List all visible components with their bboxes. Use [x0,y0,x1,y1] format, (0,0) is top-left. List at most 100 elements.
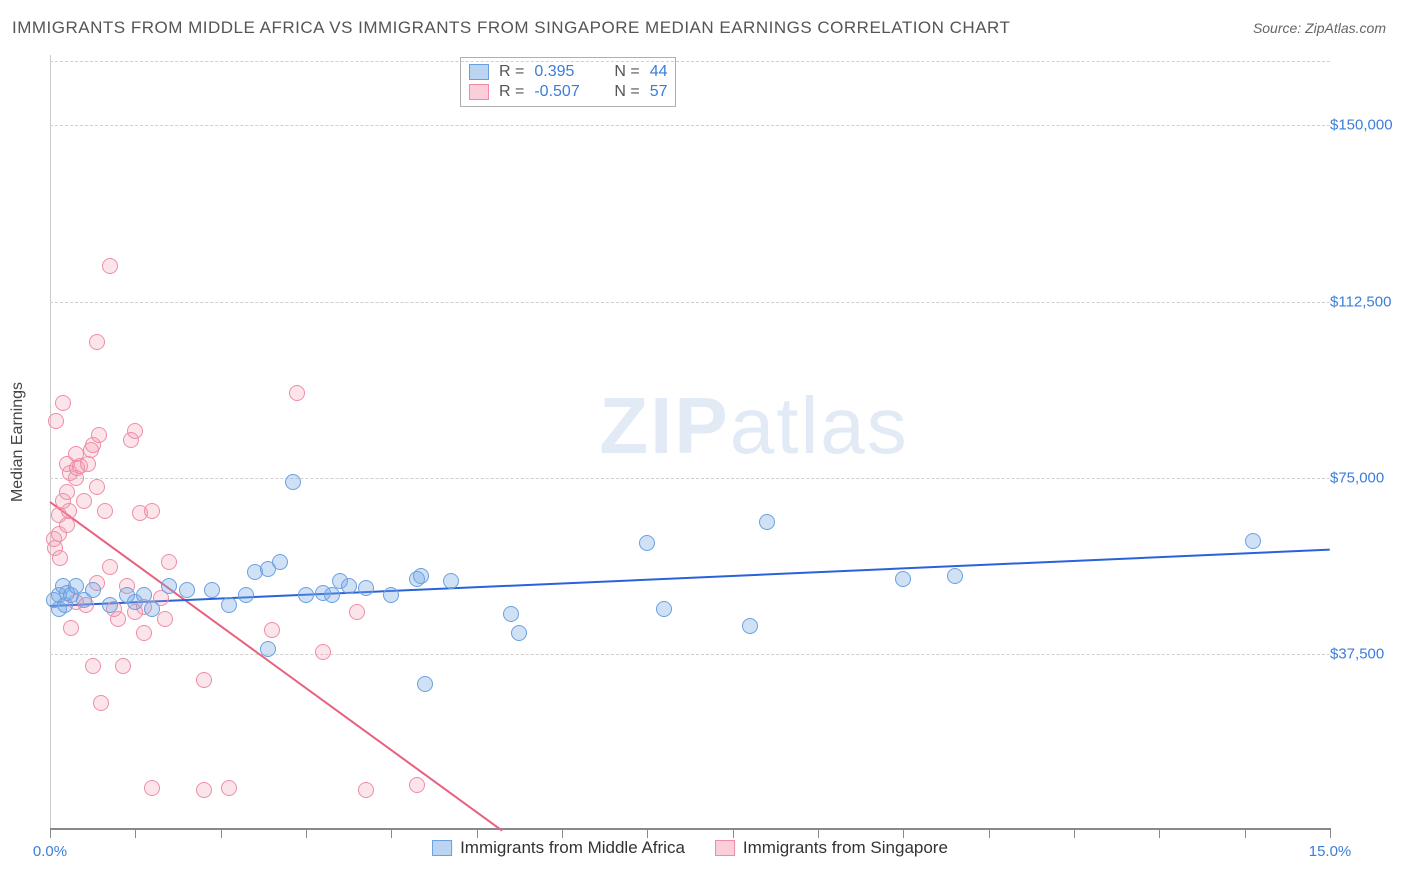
data-point-pink [115,658,131,674]
data-point-pink [52,550,68,566]
data-point-blue [511,625,527,641]
x-tick [989,828,990,838]
n-label: N = [614,63,639,81]
x-tick [391,828,392,838]
chart-title: IMMIGRANTS FROM MIDDLE AFRICA VS IMMIGRA… [12,18,1010,38]
data-point-pink [110,611,126,627]
data-point-blue [947,568,963,584]
x-tick [818,828,819,838]
data-point-pink [89,479,105,495]
series-legend: Immigrants from Middle Africa Immigrants … [432,838,948,858]
data-point-blue [1245,533,1261,549]
data-point-blue [443,573,459,589]
data-point-blue [358,580,374,596]
corr-legend-row: R = -0.507 N = 57 [467,82,669,102]
data-point-blue [238,587,254,603]
source-label: Source: ZipAtlas.com [1253,20,1386,36]
data-point-pink [409,777,425,793]
data-point-pink [59,517,75,533]
legend-item: Immigrants from Singapore [715,838,948,858]
data-point-pink [221,780,237,796]
data-point-pink [97,503,113,519]
legend-swatch [715,840,735,856]
data-point-pink [63,620,79,636]
y-axis-label: Median Earnings [9,381,27,501]
data-point-pink [80,456,96,472]
data-point-blue [383,587,399,603]
data-point-blue [161,578,177,594]
data-point-pink [196,782,212,798]
data-point-pink [144,503,160,519]
y-tick-label: $75,000 [1330,469,1400,486]
legend-swatch [469,84,489,100]
data-point-blue [144,601,160,617]
data-point-pink [89,334,105,350]
x-tick [733,828,734,838]
data-point-pink [315,644,331,660]
x-tick-label: 15.0% [1309,843,1352,860]
x-tick [221,828,222,838]
correlation-legend: R = 0.395N = 44R = -0.507N = 57 [460,57,676,107]
x-tick [1159,828,1160,838]
data-point-blue [102,597,118,613]
gridline [50,478,1330,479]
y-tick-label: $37,500 [1330,645,1400,662]
data-point-blue [285,474,301,490]
x-tick [306,828,307,838]
data-point-blue [341,578,357,594]
data-point-pink [157,611,173,627]
data-point-blue [324,587,340,603]
data-point-pink [349,604,365,620]
data-point-blue [413,568,429,584]
gridline [50,302,1330,303]
data-point-blue [895,571,911,587]
data-point-blue [639,535,655,551]
x-tick [562,828,563,838]
watermark: ZIPatlas [599,380,908,472]
n-value: 57 [650,83,668,101]
y-tick-label: $112,500 [1330,293,1400,310]
data-point-blue [759,514,775,530]
data-point-blue [85,582,101,598]
r-label: R = [499,63,524,81]
x-tick [647,828,648,838]
data-point-blue [742,618,758,634]
data-point-pink [358,782,374,798]
legend-swatch [432,840,452,856]
data-point-blue [298,587,314,603]
data-point-pink [136,625,152,641]
data-point-pink [55,395,71,411]
r-label: R = [499,83,524,101]
data-point-pink [48,413,64,429]
x-tick [1074,828,1075,838]
legend-item: Immigrants from Middle Africa [432,838,685,858]
data-point-blue [221,597,237,613]
data-point-pink [144,780,160,796]
data-point-pink [76,493,92,509]
data-point-pink [102,559,118,575]
data-point-pink [264,622,280,638]
r-value: -0.507 [534,83,604,101]
x-tick [903,828,904,838]
legend-label: Immigrants from Middle Africa [460,838,685,858]
n-label: N = [614,83,639,101]
y-tick-label: $150,000 [1330,117,1400,134]
data-point-blue [656,601,672,617]
gridline [50,61,1330,62]
data-point-pink [161,554,177,570]
data-point-pink [196,672,212,688]
data-point-pink [127,423,143,439]
n-value: 44 [650,63,668,81]
data-point-pink [61,503,77,519]
gridline [50,125,1330,126]
x-tick [135,828,136,838]
data-point-blue [272,554,288,570]
x-tick [477,828,478,838]
data-point-blue [179,582,195,598]
data-point-pink [289,385,305,401]
data-point-blue [417,676,433,692]
data-point-pink [91,427,107,443]
x-tick [1330,828,1331,838]
data-point-pink [102,258,118,274]
x-tick-label: 0.0% [33,843,67,860]
